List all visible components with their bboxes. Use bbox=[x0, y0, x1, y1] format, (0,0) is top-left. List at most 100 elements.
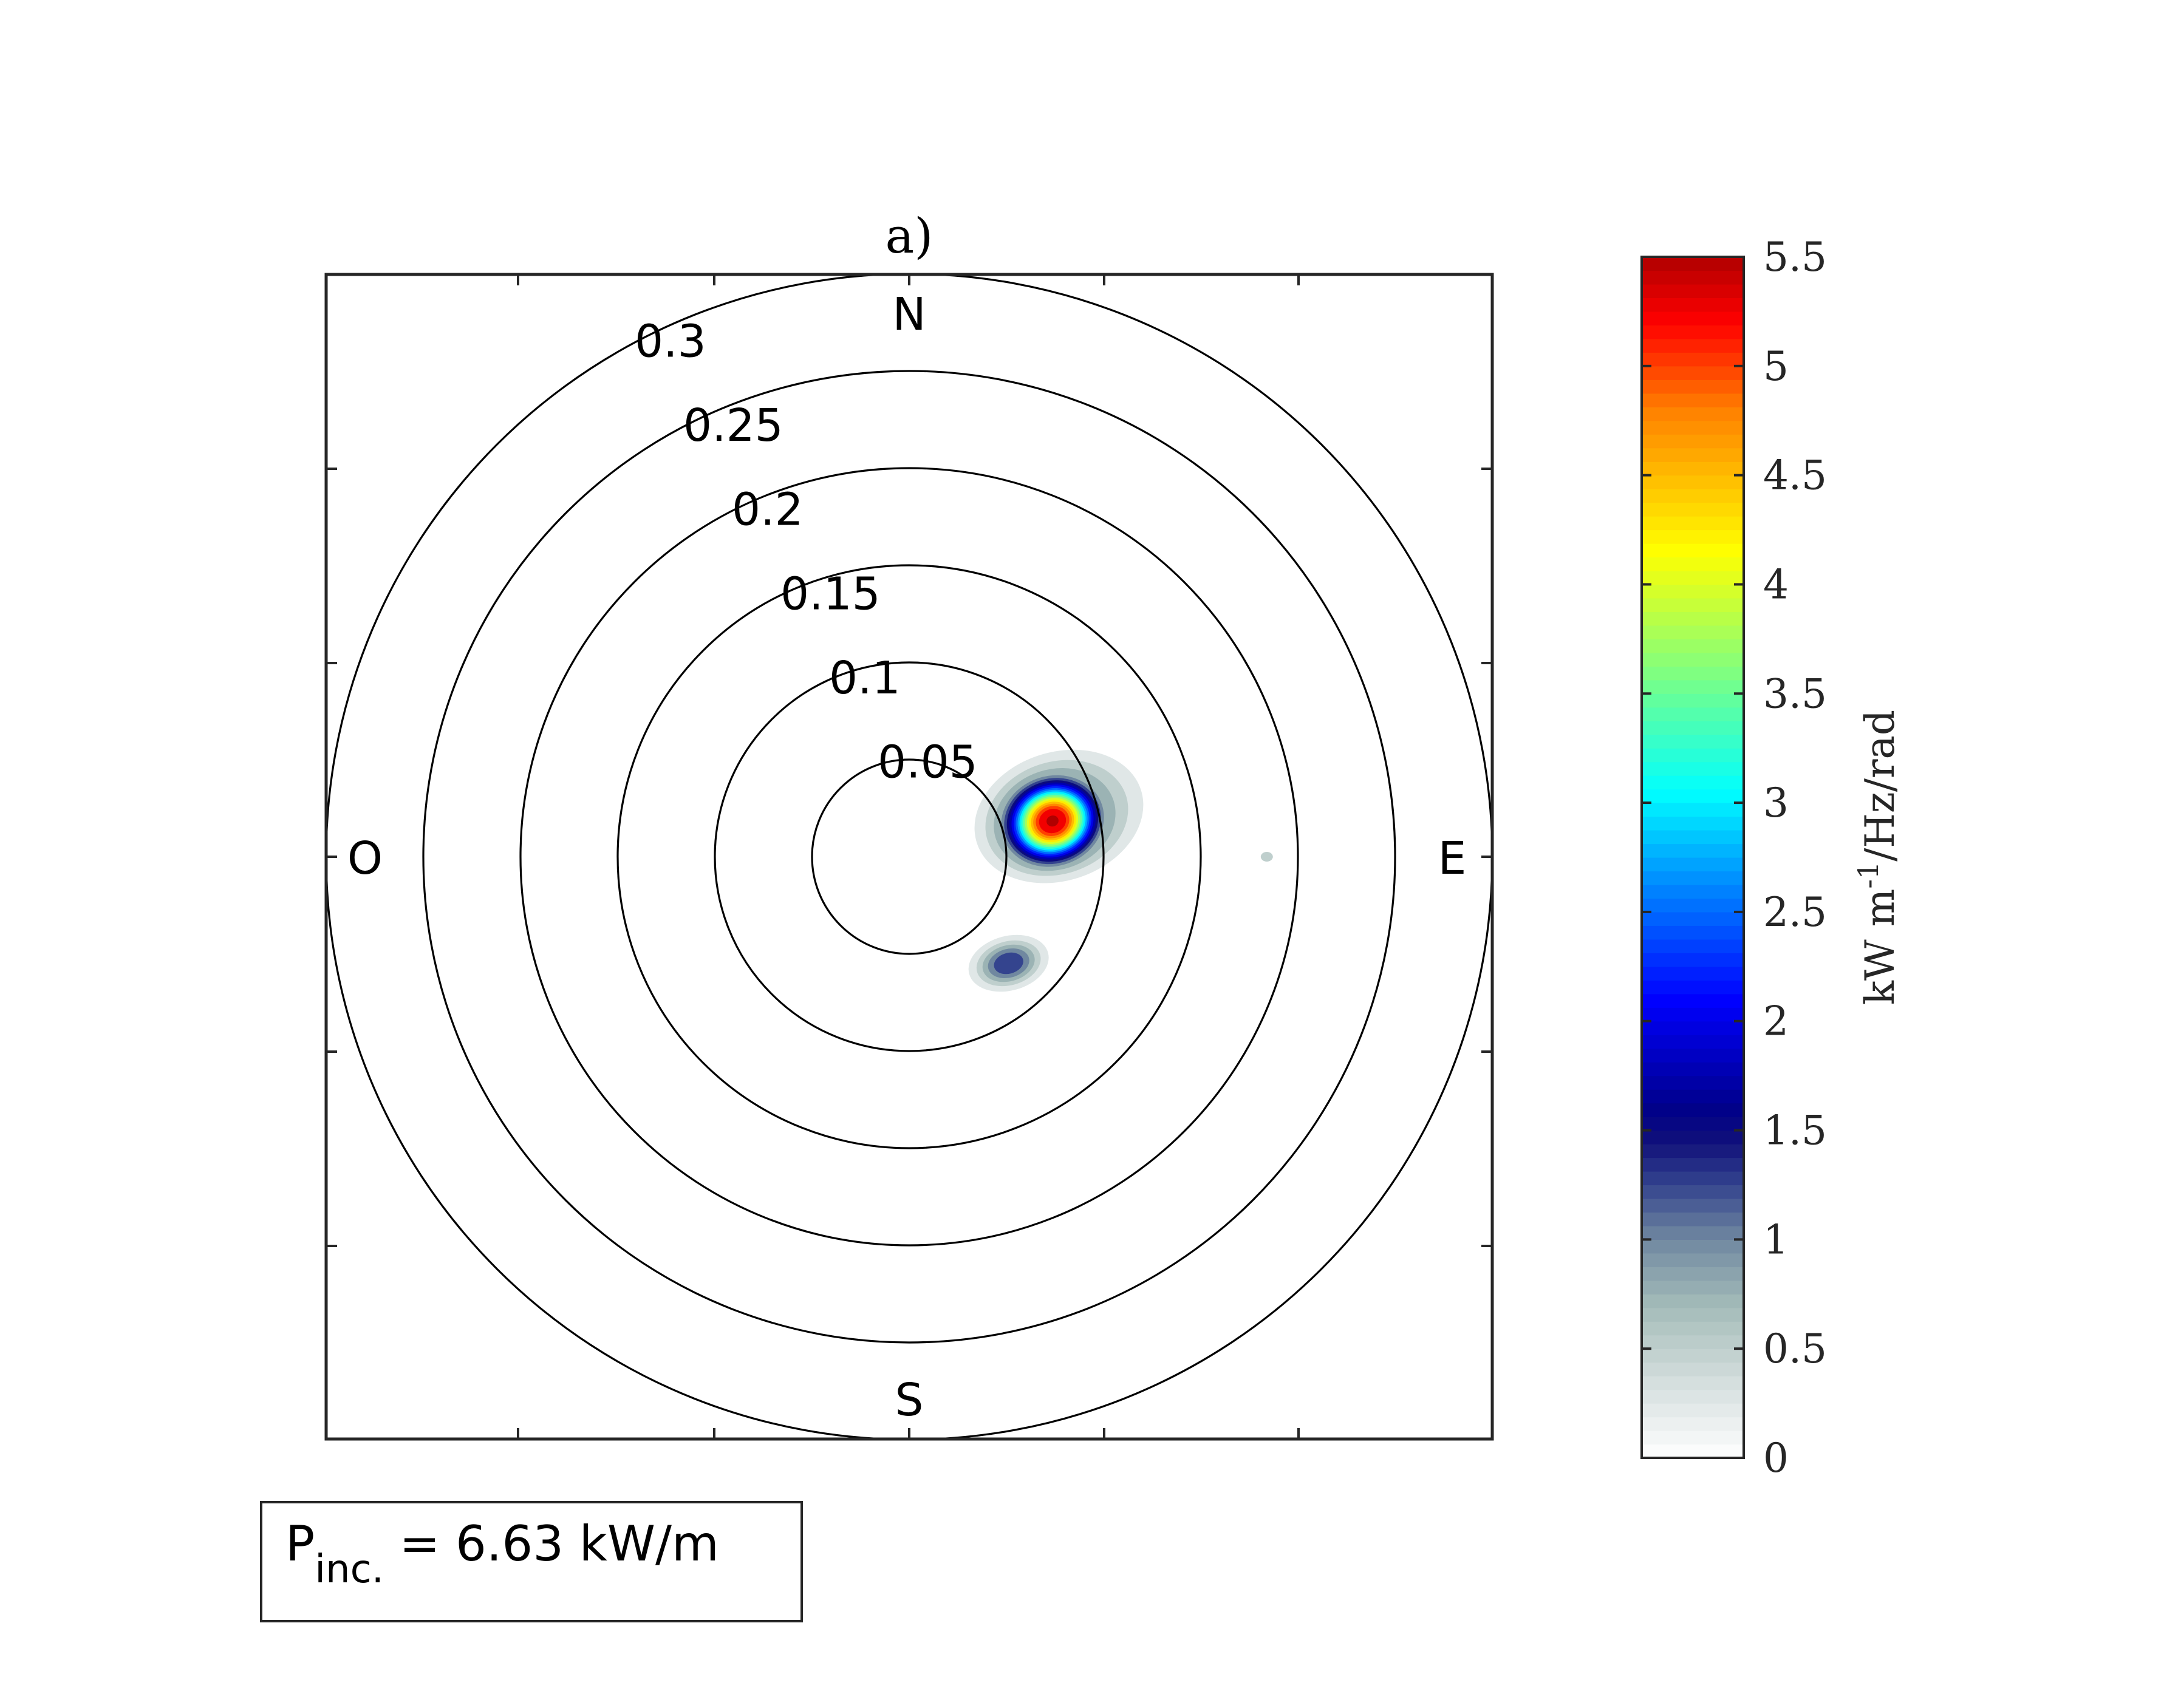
legend-text: Pinc. = 6.63 kW/m bbox=[285, 1516, 719, 1592]
colorbar-band-17 bbox=[1642, 1212, 1744, 1227]
legend-frame bbox=[260, 1501, 803, 1622]
colorbar-band-61 bbox=[1642, 611, 1744, 626]
colorbar-band-12 bbox=[1642, 1280, 1744, 1295]
colorbar-band-56 bbox=[1642, 679, 1744, 694]
colorbar-band-81 bbox=[1642, 338, 1744, 353]
ring-labels: 0.05 0.1 0.15 0.2 0.25 0.3 bbox=[635, 316, 978, 789]
colorbar-band-29 bbox=[1642, 1048, 1744, 1063]
colorbar-band-75 bbox=[1642, 420, 1744, 435]
colorbar-band-79 bbox=[1642, 366, 1744, 380]
colorbar-tick-label-7: 3.5 bbox=[1763, 670, 1827, 717]
colorbar-band-32 bbox=[1642, 1007, 1744, 1022]
colorbar-band-69 bbox=[1642, 502, 1744, 517]
colorbar-tick-label-10: 5 bbox=[1763, 343, 1789, 390]
colorbar-band-55 bbox=[1642, 693, 1744, 708]
colorbar-ticks: 0 0.5 1 1.5 2 2.5 3 3.5 4 4.5 5 5.5 bbox=[1642, 234, 1827, 1482]
legend-value: = 6.63 kW/m bbox=[384, 1516, 719, 1572]
colorbar-band-86 bbox=[1642, 270, 1744, 285]
colorbar-tick-label-6: 3 bbox=[1763, 780, 1789, 826]
colorbar-band-33 bbox=[1642, 993, 1744, 1008]
colorbar-band-28 bbox=[1642, 1062, 1744, 1077]
axes-frame bbox=[324, 273, 1494, 1441]
colorbar-band-78 bbox=[1642, 379, 1744, 394]
colorbar-tick-label-5: 2.5 bbox=[1763, 889, 1827, 936]
colorbar-band-72 bbox=[1642, 461, 1744, 476]
colorbar-band-43 bbox=[1642, 857, 1744, 872]
colorbar-band-31 bbox=[1642, 1021, 1744, 1035]
colorbar-band-87 bbox=[1642, 257, 1744, 271]
colorbar-band-62 bbox=[1642, 597, 1744, 613]
colorbar-band-1 bbox=[1642, 1431, 1744, 1445]
colorbar-label-main: kW m bbox=[1857, 889, 1903, 1005]
colorbar-band-23 bbox=[1642, 1130, 1744, 1145]
colorbar-band-74 bbox=[1642, 434, 1744, 449]
colorbar-band-9 bbox=[1642, 1321, 1744, 1336]
colorbar-band-41 bbox=[1642, 884, 1744, 899]
colorbar-band-6 bbox=[1642, 1362, 1744, 1376]
colorbar-tick-label-3: 1.5 bbox=[1763, 1107, 1827, 1154]
colorbar-band-37 bbox=[1642, 939, 1744, 953]
ring-label-2: 0.15 bbox=[780, 568, 881, 620]
colorbar-band-0 bbox=[1642, 1444, 1744, 1458]
secondary-lobe-level-4 bbox=[994, 952, 1023, 975]
colorbar-band-30 bbox=[1642, 1035, 1744, 1049]
colorbar-tick-label-9: 4.5 bbox=[1763, 452, 1827, 499]
ring-3 bbox=[519, 467, 1299, 1247]
compass-south-label: S bbox=[895, 1374, 924, 1426]
colorbar-tick-label-11: 5.5 bbox=[1763, 234, 1827, 281]
ring-label-5: 0.3 bbox=[635, 316, 706, 368]
compass-labels: N S E O bbox=[347, 288, 1467, 1426]
chart-title: a) bbox=[886, 208, 934, 264]
colorbar-frame bbox=[1640, 256, 1745, 1459]
ring-4 bbox=[422, 370, 1396, 1344]
colorbar-tick-label-0: 0 bbox=[1763, 1435, 1789, 1482]
colorbar-band-19 bbox=[1642, 1185, 1744, 1199]
ring-label-4: 0.25 bbox=[683, 400, 783, 452]
colorbar-band-26 bbox=[1642, 1089, 1744, 1104]
colorbar-band-21 bbox=[1642, 1157, 1744, 1172]
colorbar-label: kW m-1/Hz/rad bbox=[1852, 710, 1903, 1005]
colorbar-band-53 bbox=[1642, 721, 1744, 735]
frequency-rings bbox=[326, 274, 1492, 1439]
colorbar-band-16 bbox=[1642, 1225, 1744, 1240]
legend-box: Pinc. = 6.63 kW/m bbox=[260, 1501, 803, 1622]
ring-1 bbox=[714, 661, 1105, 1052]
ring-2 bbox=[616, 564, 1202, 1149]
compass-west-label: O bbox=[347, 832, 383, 885]
spectrum-contours bbox=[968, 749, 1273, 992]
colorbar-band-46 bbox=[1642, 816, 1744, 831]
colorbar-band-35 bbox=[1642, 966, 1744, 981]
colorbar-band-25 bbox=[1642, 1103, 1744, 1117]
colorbar-band-3 bbox=[1642, 1403, 1744, 1418]
colorbar-band-66 bbox=[1642, 543, 1744, 558]
colorbar: 0 0.5 1 1.5 2 2.5 3 3.5 4 4.5 5 5.5 kW m-1/Hz/rad bbox=[1640, 234, 1903, 1482]
colorbar-band-77 bbox=[1642, 393, 1744, 407]
colorbar-label-exponent: -1 bbox=[1852, 862, 1885, 889]
colorbar-band-5 bbox=[1642, 1376, 1744, 1390]
colorbar-band-51 bbox=[1642, 748, 1744, 763]
colorbar-band-64 bbox=[1642, 570, 1744, 585]
colorbar-band-7 bbox=[1642, 1349, 1744, 1363]
compass-north-label: N bbox=[892, 288, 926, 341]
colorbar-label-rest: /Hz/rad bbox=[1857, 710, 1903, 862]
legend-subscript: inc. bbox=[315, 1547, 384, 1592]
colorbar-band-8 bbox=[1642, 1335, 1744, 1349]
colorbar-band-18 bbox=[1642, 1198, 1744, 1213]
colorbar-band-48 bbox=[1642, 789, 1744, 803]
minor-blip bbox=[1260, 852, 1273, 862]
colorbar-band-63 bbox=[1642, 584, 1744, 599]
colorbar-band-58 bbox=[1642, 652, 1744, 667]
colorbar-band-60 bbox=[1642, 625, 1744, 639]
colorbar-band-67 bbox=[1642, 529, 1744, 544]
ring-5 bbox=[326, 274, 1492, 1439]
colorbar-band-76 bbox=[1642, 407, 1744, 421]
colorbar-band-20 bbox=[1642, 1171, 1744, 1186]
colorbar-band-82 bbox=[1642, 325, 1744, 339]
colorbar-band-73 bbox=[1642, 447, 1744, 462]
peak-level-21 bbox=[1046, 815, 1059, 827]
colorbar-band-38 bbox=[1642, 925, 1744, 940]
colorbar-band-42 bbox=[1642, 871, 1744, 885]
colorbar-band-39 bbox=[1642, 911, 1744, 926]
colorbar-band-57 bbox=[1642, 666, 1744, 681]
